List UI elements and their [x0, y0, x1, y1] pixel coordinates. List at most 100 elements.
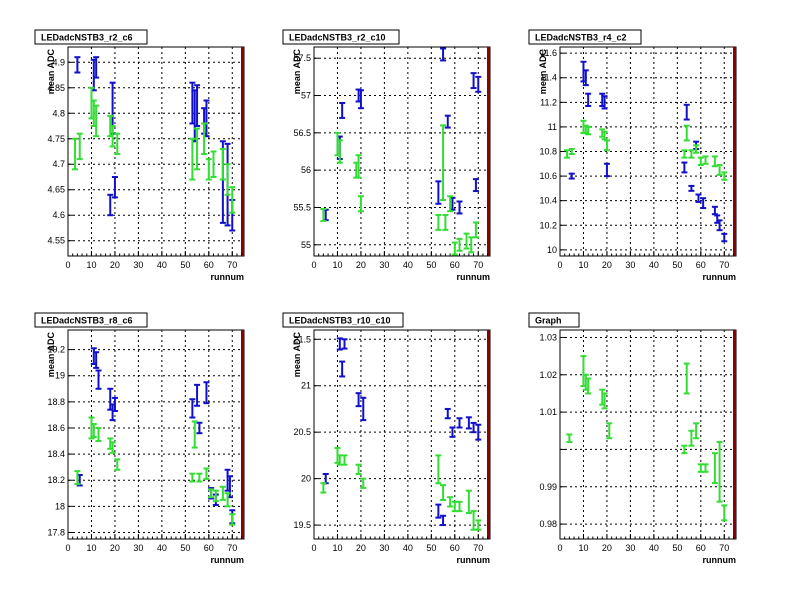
chart-title: LEDadcNSTB3_r2_c6: [41, 33, 133, 43]
x-tick-label: 50: [426, 543, 436, 553]
y-tick-label: 0.98: [539, 519, 557, 529]
plot-frame: [559, 329, 737, 540]
x-axis-title: runnum: [211, 555, 245, 565]
data-point: [447, 195, 454, 213]
data-point: [582, 69, 589, 87]
data-point: [683, 124, 690, 142]
x-axis-title: runnum: [457, 272, 491, 282]
data-point: [681, 149, 688, 159]
x-tick-label: 20: [602, 543, 612, 553]
x-axis-title: runnum: [703, 555, 737, 565]
x-tick-label: 30: [133, 260, 143, 270]
data-point: [355, 392, 362, 408]
data-point: [683, 103, 690, 121]
chart-title-box: [34, 29, 148, 45]
data-point: [711, 452, 718, 485]
data-point: [700, 197, 707, 210]
y-tick-label: 10.8: [539, 147, 557, 157]
data-point: [716, 219, 723, 232]
y-tick-label: 10.2: [539, 220, 557, 230]
y-tick-label: 18.8: [47, 397, 65, 407]
y-tick-label: 19.2: [47, 345, 65, 355]
x-tick-label: 20: [356, 543, 366, 553]
data-point: [702, 155, 709, 165]
data-point: [208, 488, 215, 499]
y-axis-title: mean ADC: [292, 332, 302, 378]
data-point: [114, 132, 121, 156]
data-point: [603, 139, 610, 152]
x-tick-label: 20: [110, 260, 120, 270]
x-tick-label: 30: [625, 543, 635, 553]
data-point: [606, 422, 613, 440]
data-point: [440, 514, 447, 527]
data-point: [702, 463, 709, 473]
x-tick-label: 10: [86, 260, 96, 270]
data-point: [472, 221, 479, 239]
data-point: [203, 381, 210, 405]
x-tick-label: 30: [379, 543, 389, 553]
chart-title: Graph: [535, 316, 562, 326]
data-point: [322, 472, 329, 485]
data-point: [449, 426, 456, 438]
y-tick-label: 56.5: [293, 128, 311, 138]
data-point: [444, 407, 451, 420]
data-point: [716, 440, 723, 503]
data-point: [442, 213, 449, 231]
x-tick-label: 40: [403, 543, 413, 553]
x-tick-label: 50: [180, 260, 190, 270]
chart-title-box: [282, 312, 404, 328]
x-tick-label: 20: [602, 260, 612, 270]
data-point: [568, 148, 575, 155]
x-tick-label: 10: [578, 260, 588, 270]
data-point: [721, 232, 728, 243]
data-point: [688, 149, 695, 159]
x-tick-label: 70: [227, 543, 237, 553]
data-point: [465, 489, 472, 514]
x-tick-label: 20: [110, 543, 120, 553]
data-point: [456, 237, 463, 252]
x-tick-label: 70: [719, 543, 729, 553]
data-point: [601, 392, 608, 410]
data-point: [189, 472, 196, 483]
data-point: [107, 193, 114, 217]
y-tick-label: 18: [55, 501, 65, 511]
data-point: [114, 458, 121, 471]
x-tick-label: 10: [332, 543, 342, 553]
data-point: [201, 122, 208, 156]
x-tick-label: 60: [450, 260, 460, 270]
data-point: [320, 482, 327, 494]
data-point: [566, 433, 573, 443]
data-point: [357, 89, 364, 110]
data-point: [435, 454, 442, 485]
data-point: [721, 504, 728, 522]
x-tick-label: 0: [557, 260, 562, 270]
x-tick-label: 50: [672, 543, 682, 553]
y-tick-label: 4.6: [52, 210, 65, 220]
data-point: [88, 416, 95, 440]
x-tick-label: 40: [157, 543, 167, 553]
data-point: [74, 470, 81, 486]
data-point: [456, 200, 463, 215]
y-tick-label: 1.03: [539, 332, 557, 342]
data-point: [320, 207, 327, 222]
data-point: [76, 132, 83, 161]
y-tick-label: 4.55: [47, 236, 65, 246]
chart-title-box: [528, 312, 580, 328]
data-point: [355, 154, 362, 179]
y-tick-label: 21.5: [293, 334, 311, 344]
y-tick-label: 57.5: [293, 53, 311, 63]
data-point: [194, 127, 201, 171]
chart-title: LEDadcNSTB3_r4_c2: [535, 33, 627, 43]
data-point: [189, 137, 196, 181]
data-point: [721, 171, 728, 181]
y-tick-label: 0.99: [539, 482, 557, 492]
data-point: [360, 396, 367, 422]
y-tick-label: 4.85: [47, 83, 65, 93]
frame-right-edge: [487, 47, 490, 256]
data-point: [196, 421, 203, 435]
y-tick-label: 1.01: [539, 407, 557, 417]
data-point: [693, 422, 700, 440]
chart-panel: 0 10 20 30 40 50 60 70 19.5 20 20.5 21 21.5 runnum mea…: [282, 312, 491, 565]
y-tick-label: 18.2: [47, 475, 65, 485]
x-tick-label: 60: [450, 543, 460, 553]
